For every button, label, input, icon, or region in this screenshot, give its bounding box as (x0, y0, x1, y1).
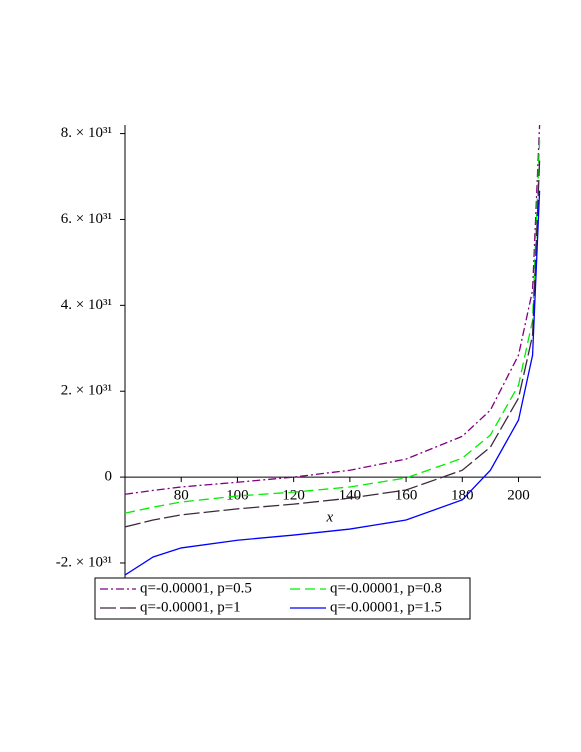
x-tick-label: 180 (451, 488, 474, 504)
line-series (124, 160, 541, 528)
y-tick-label: 0 (105, 469, 113, 485)
y-tick-label: 6. × 10³¹ (61, 211, 112, 227)
x-tick-label: 200 (507, 488, 530, 504)
x-tick-label: 120 (282, 488, 305, 504)
y-tick-label: 8. × 10³¹ (61, 125, 112, 141)
y-tick-label: 2. × 10³¹ (61, 383, 112, 399)
legend-label: q=-0.00001, p=0.5 (140, 580, 252, 596)
line-series (124, 124, 541, 495)
legend-box (94, 577, 471, 620)
y-tick-label: -2. × 10³¹ (56, 554, 112, 570)
line-series (124, 140, 541, 514)
line-series (124, 190, 541, 576)
y-tick-label: 4. × 10³¹ (61, 297, 112, 313)
legend-label: q=-0.00001, p=1 (140, 599, 241, 615)
x-tick-label: 80 (174, 488, 189, 504)
legend-label: q=-0.00001, p=1.5 (330, 599, 442, 615)
legend-label: q=-0.00001, p=0.8 (330, 580, 442, 596)
x-tick-label: 160 (395, 488, 418, 504)
x-tick-label: 140 (339, 488, 362, 504)
x-axis-label: x (326, 510, 334, 526)
